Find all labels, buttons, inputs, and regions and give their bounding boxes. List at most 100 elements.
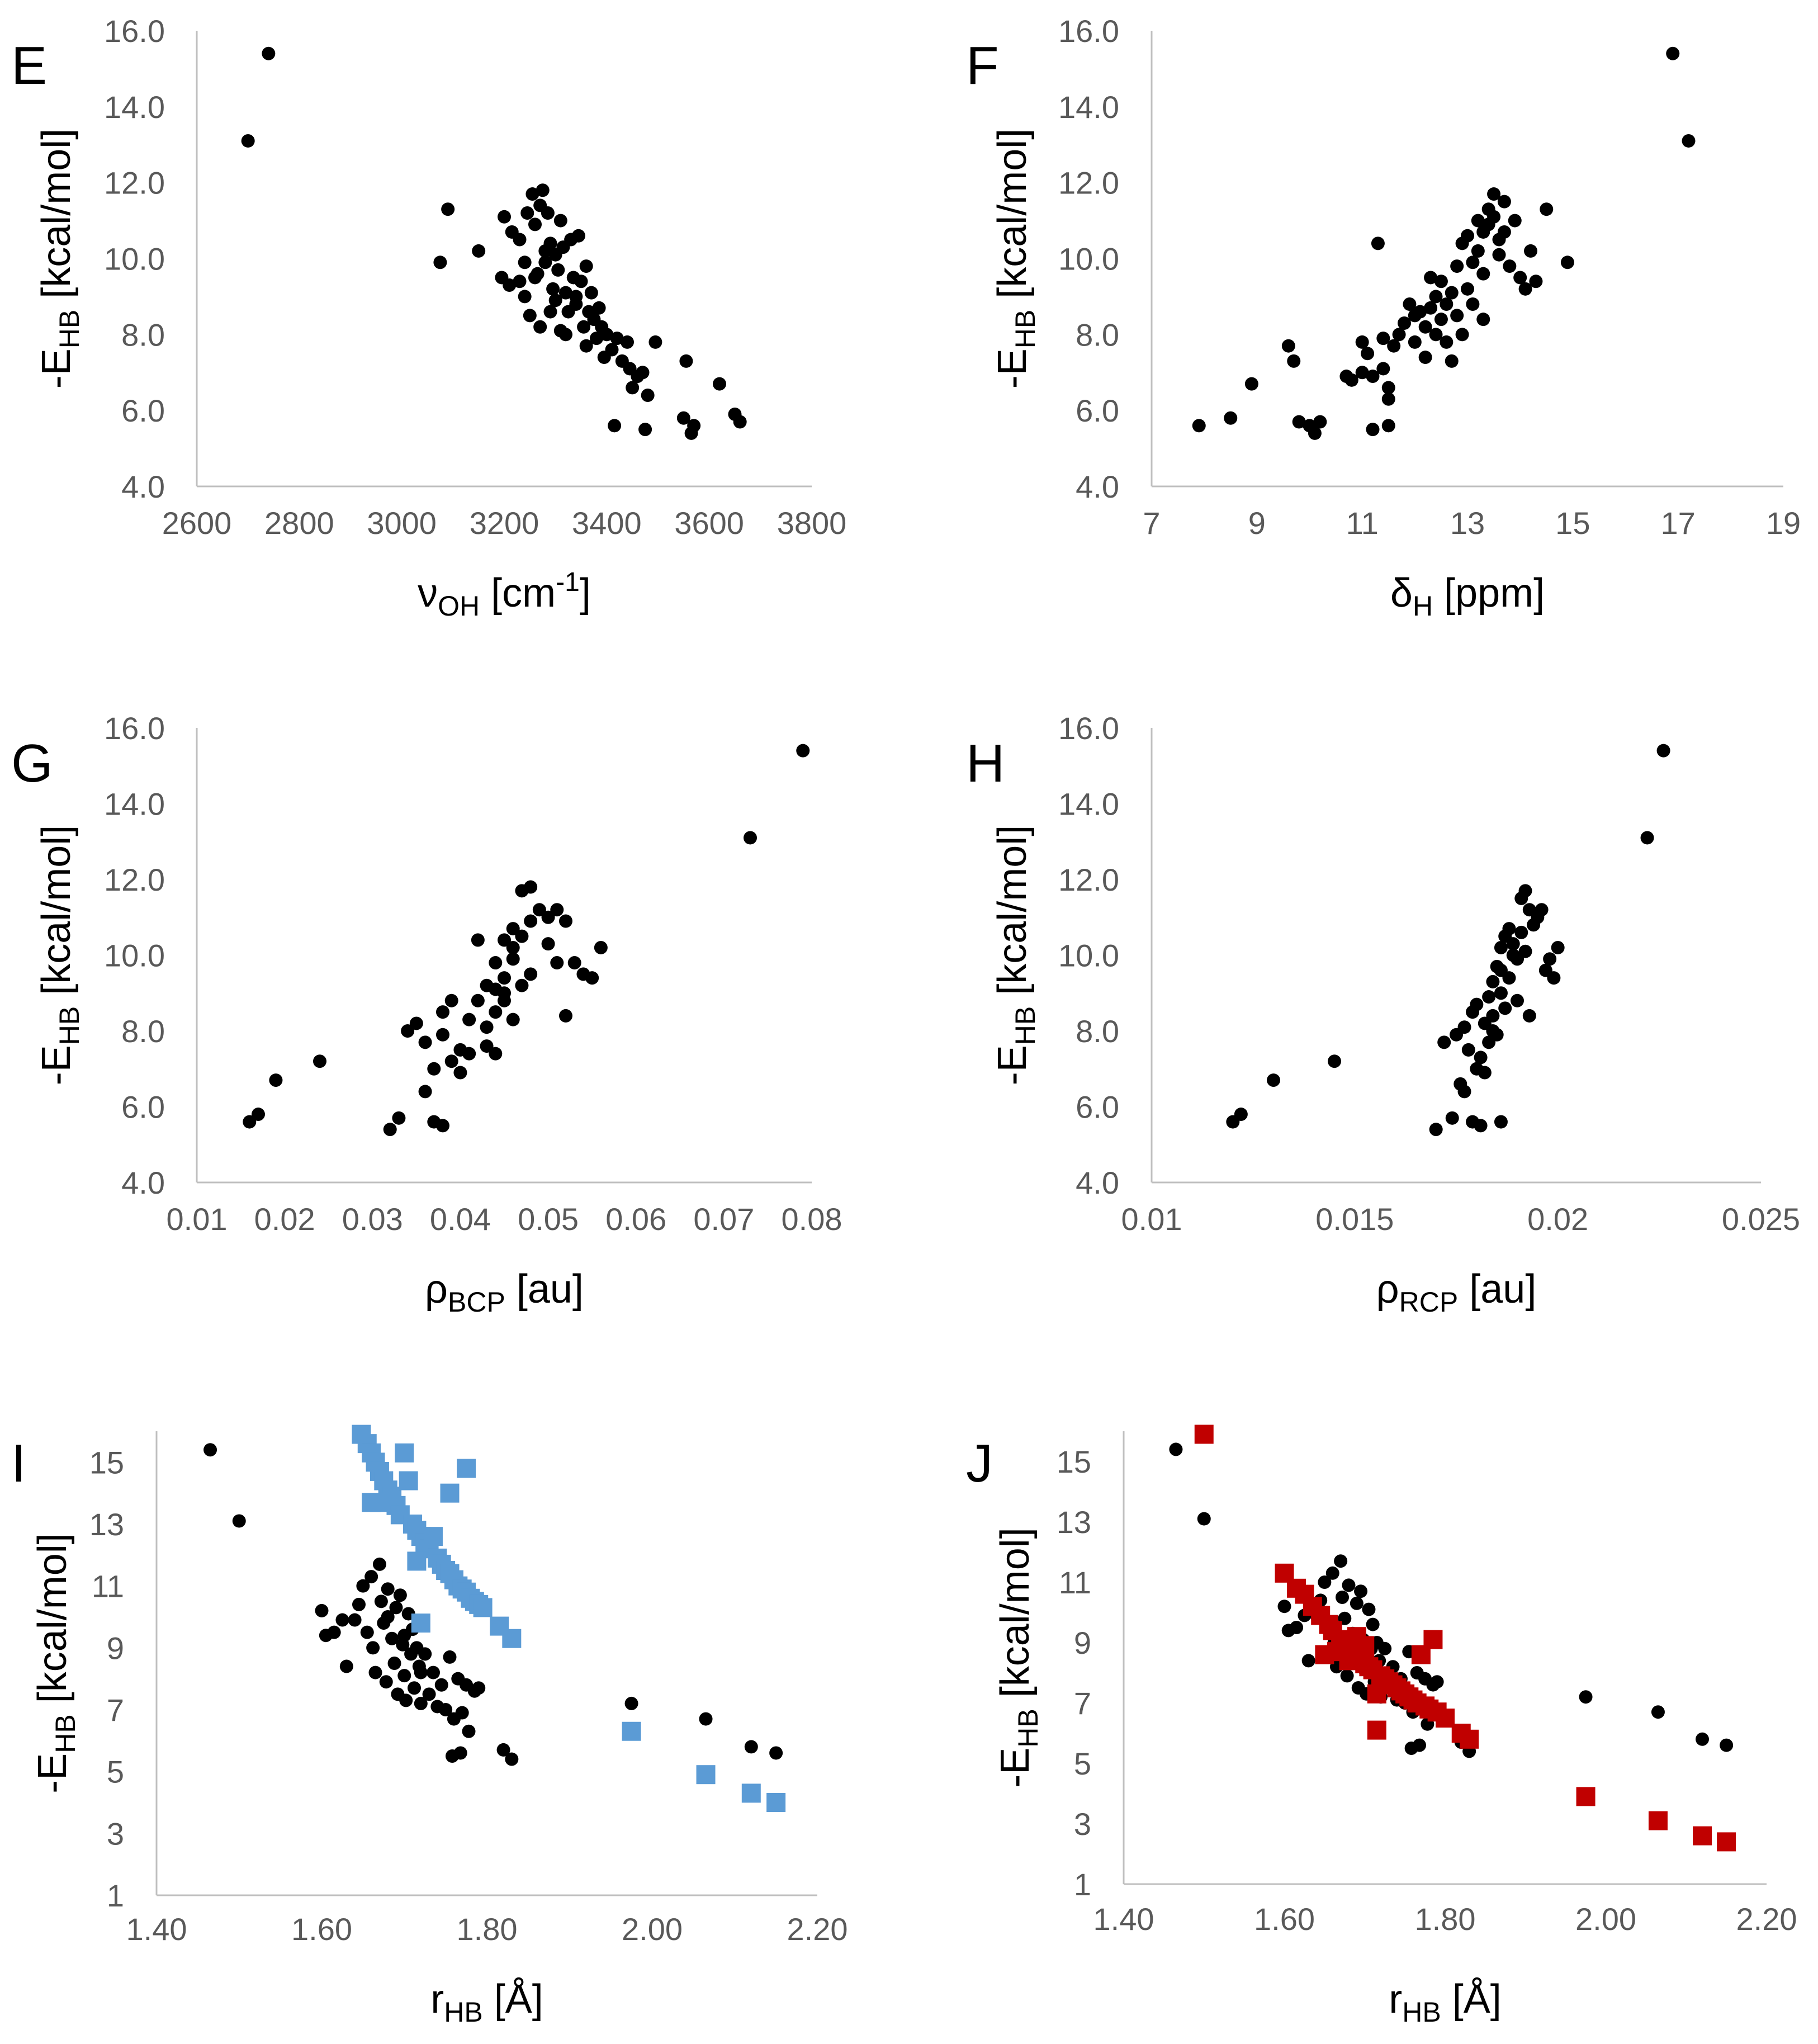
data-point bbox=[636, 366, 650, 380]
y-tick-label: 10.0 bbox=[1058, 242, 1119, 277]
data-point bbox=[744, 1740, 758, 1754]
data-point bbox=[1497, 225, 1511, 239]
data-point bbox=[1693, 1826, 1712, 1846]
data-point bbox=[610, 332, 624, 346]
data-point bbox=[471, 933, 485, 947]
data-point bbox=[1543, 952, 1557, 966]
y-tick-label: 14.0 bbox=[104, 89, 165, 125]
data-point bbox=[513, 233, 527, 247]
data-point bbox=[543, 236, 557, 250]
y-tick-label: 4.0 bbox=[1076, 1165, 1119, 1200]
data-point bbox=[379, 1675, 393, 1689]
data-point bbox=[648, 335, 662, 349]
x-tick-label: 17 bbox=[1661, 505, 1696, 541]
data-point bbox=[1440, 297, 1454, 311]
data-point bbox=[590, 332, 603, 346]
data-point bbox=[409, 1016, 423, 1030]
x-tick-label: 7 bbox=[1143, 505, 1160, 541]
data-point bbox=[1486, 1024, 1500, 1038]
data-point bbox=[1560, 256, 1574, 269]
data-point bbox=[1290, 1621, 1304, 1634]
data-point bbox=[457, 1459, 476, 1478]
y-tick-label: 15 bbox=[1057, 1444, 1091, 1479]
data-point bbox=[1440, 335, 1454, 349]
series-black bbox=[1226, 744, 1670, 1137]
data-point bbox=[418, 1035, 432, 1049]
data-point bbox=[433, 256, 447, 269]
y-tick-label: 6.0 bbox=[1076, 393, 1119, 428]
data-point bbox=[1640, 831, 1654, 845]
data-point bbox=[1244, 377, 1258, 391]
y-tick-label: 10.0 bbox=[1058, 938, 1119, 973]
y-tick-label: 13 bbox=[89, 1507, 124, 1542]
x-tick-label: 0.02 bbox=[254, 1201, 315, 1237]
data-point bbox=[515, 929, 529, 943]
data-point bbox=[577, 320, 591, 334]
data-point bbox=[1267, 1073, 1280, 1087]
data-point bbox=[498, 971, 511, 985]
y-tick-label: 12.0 bbox=[104, 165, 165, 201]
x-axis-title: ρBCP [au] bbox=[425, 1267, 584, 1318]
data-point bbox=[523, 309, 537, 323]
data-point bbox=[489, 982, 503, 996]
x-tick-label: 0.07 bbox=[693, 1201, 754, 1237]
data-point bbox=[1487, 187, 1501, 201]
y-tick-label: 8.0 bbox=[1076, 317, 1119, 352]
data-point bbox=[1486, 974, 1500, 988]
y-tick-label: 14.0 bbox=[1058, 89, 1119, 125]
y-tick-label: 1 bbox=[1074, 1867, 1091, 1902]
data-point bbox=[335, 1613, 349, 1627]
data-point bbox=[546, 282, 560, 296]
data-point bbox=[1339, 1651, 1358, 1671]
x-tick-label: 0.02 bbox=[1527, 1201, 1588, 1237]
data-point bbox=[528, 271, 542, 285]
data-point bbox=[1502, 922, 1516, 936]
data-point bbox=[441, 202, 455, 216]
data-point bbox=[524, 880, 538, 894]
y-tick-label: 9 bbox=[107, 1630, 124, 1666]
data-point bbox=[1476, 267, 1490, 281]
panel-g: G 0.01 0.02 0.03 0.04 0.05 0.06 0.07 0.08 4.0 6.0 8… bbox=[11, 711, 842, 1318]
data-point bbox=[1518, 944, 1532, 958]
x-tick-label: 0.01 bbox=[167, 1201, 228, 1237]
data-point bbox=[364, 1570, 378, 1584]
data-point bbox=[622, 1721, 641, 1741]
data-point bbox=[372, 1557, 386, 1571]
data-point bbox=[506, 940, 520, 954]
data-point bbox=[1408, 309, 1422, 323]
x-tick-label: 0.01 bbox=[1121, 1201, 1182, 1237]
data-point bbox=[1492, 248, 1506, 262]
data-point bbox=[472, 244, 486, 258]
data-point bbox=[444, 1054, 458, 1068]
data-point bbox=[1355, 366, 1369, 380]
data-point bbox=[1471, 214, 1485, 228]
x-tick-label: 3200 bbox=[470, 505, 539, 541]
data-point bbox=[524, 967, 538, 981]
data-point bbox=[592, 301, 606, 315]
y-axis-title: -EHB [kcal/mol] bbox=[993, 1527, 1044, 1788]
data-point bbox=[381, 1610, 395, 1624]
data-point bbox=[594, 940, 608, 954]
x-tick-label: 2.00 bbox=[622, 1911, 683, 1947]
data-point bbox=[453, 1746, 467, 1760]
data-point bbox=[548, 248, 562, 262]
x-tick-label: 2600 bbox=[162, 505, 232, 541]
data-point bbox=[769, 1746, 783, 1760]
data-point bbox=[356, 1579, 370, 1593]
series-black bbox=[1192, 46, 1696, 440]
data-point bbox=[1513, 271, 1527, 285]
y-tick-label: 11 bbox=[1059, 1565, 1091, 1600]
y-tick-label: 8.0 bbox=[1076, 1014, 1119, 1049]
data-point bbox=[1378, 1641, 1392, 1655]
data-point bbox=[414, 1696, 428, 1710]
x-tick-label: 2800 bbox=[264, 505, 334, 541]
data-point bbox=[584, 286, 598, 300]
data-point bbox=[480, 1039, 494, 1053]
data-point bbox=[503, 278, 517, 292]
y-tick-label: 4.0 bbox=[1076, 469, 1119, 504]
data-point bbox=[1429, 290, 1443, 304]
y-tick-label: 4.0 bbox=[121, 469, 165, 504]
data-point bbox=[548, 294, 562, 307]
data-point bbox=[489, 1047, 503, 1061]
series-red bbox=[1194, 1425, 1736, 1852]
